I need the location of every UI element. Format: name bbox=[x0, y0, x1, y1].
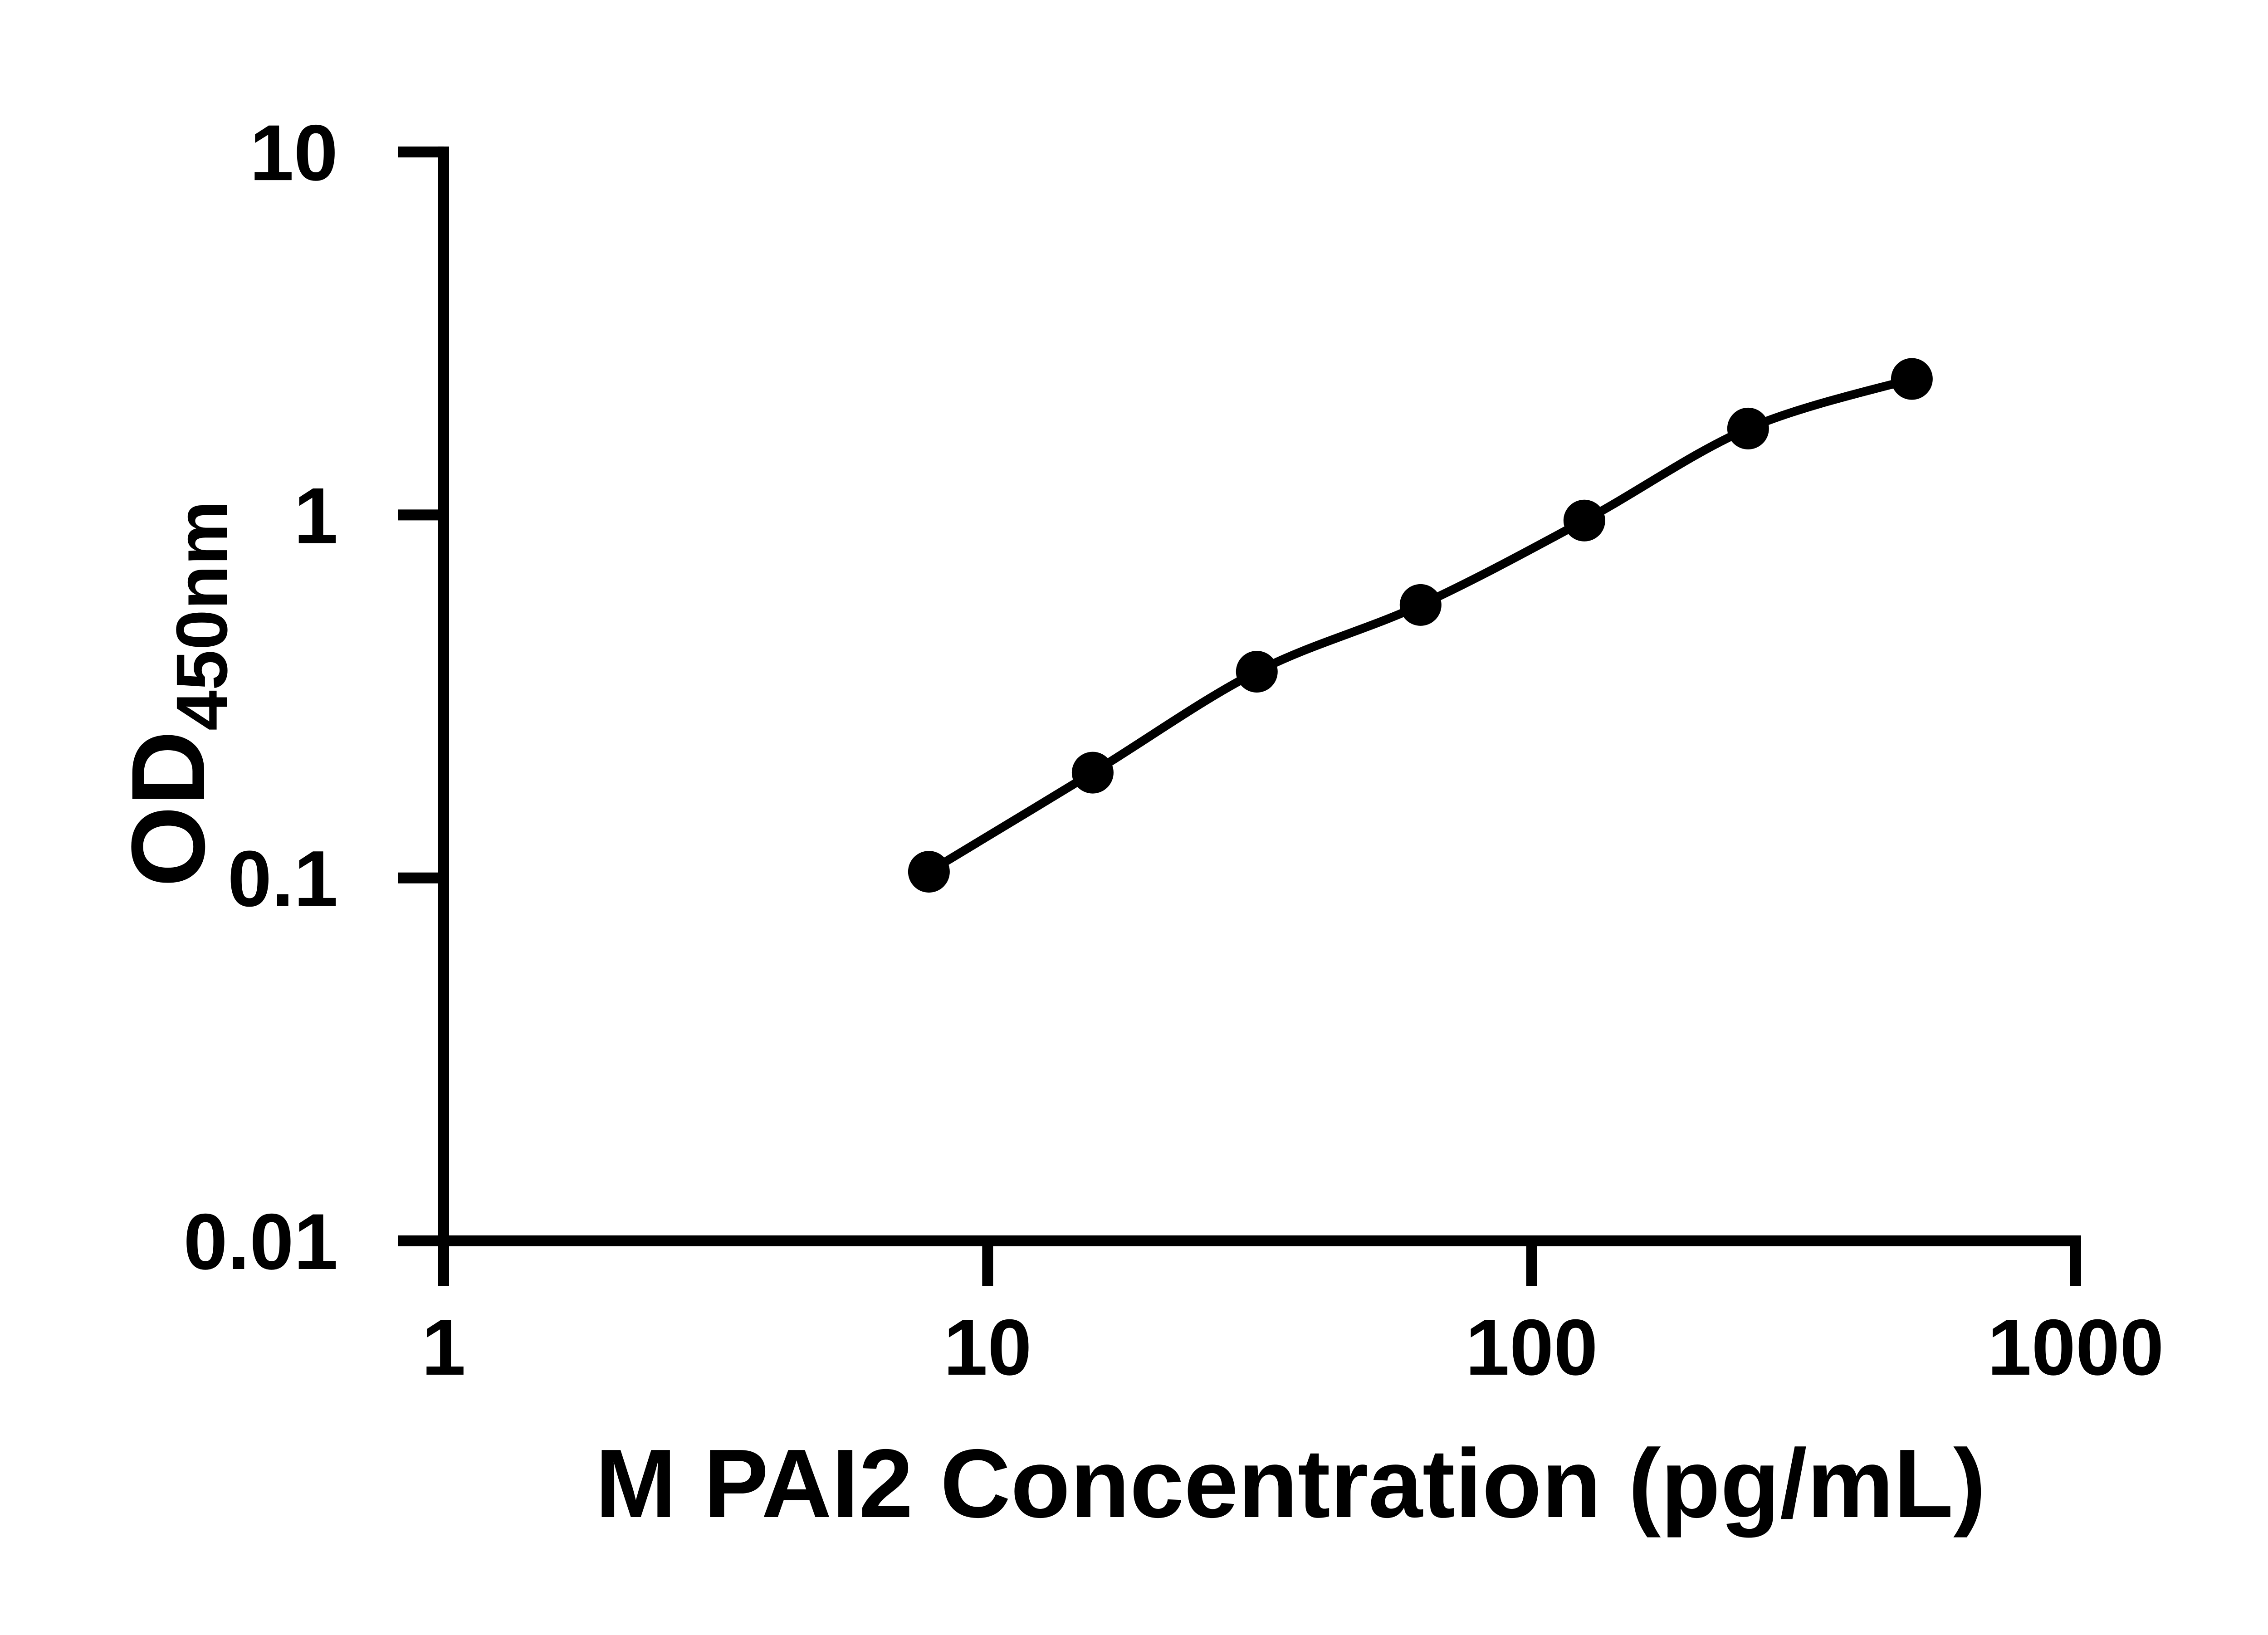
x-tick-label-1: 1 bbox=[421, 1303, 465, 1392]
data-point-x500 bbox=[1891, 358, 1933, 400]
x-tick-label-10: 10 bbox=[943, 1303, 1032, 1392]
y-axis-title: OD450nm bbox=[110, 501, 242, 887]
x-tick-label-1000: 1000 bbox=[1987, 1303, 2164, 1392]
x-axis-title: M PAI2 Concentration (pg/mL) bbox=[595, 1429, 1986, 1538]
y-tick-label-0.01: 0.01 bbox=[183, 1198, 338, 1286]
data-point-x15.6 bbox=[1071, 752, 1114, 794]
y-tick-label-1: 1 bbox=[294, 472, 338, 560]
data-point-x7.8 bbox=[908, 851, 950, 893]
data-point-x250 bbox=[1727, 407, 1769, 449]
y-axis-title-main: OD bbox=[110, 731, 226, 887]
y-tick-label-10: 10 bbox=[249, 109, 338, 197]
x-tick-label-100: 100 bbox=[1466, 1303, 1598, 1392]
y-tick-label-0.1: 0.1 bbox=[228, 835, 338, 923]
data-point-x62.5 bbox=[1399, 584, 1442, 626]
data-point-x125 bbox=[1563, 499, 1605, 542]
data-point-x31.25 bbox=[1236, 650, 1278, 693]
y-axis-title-subscript: 450nm bbox=[161, 501, 242, 731]
